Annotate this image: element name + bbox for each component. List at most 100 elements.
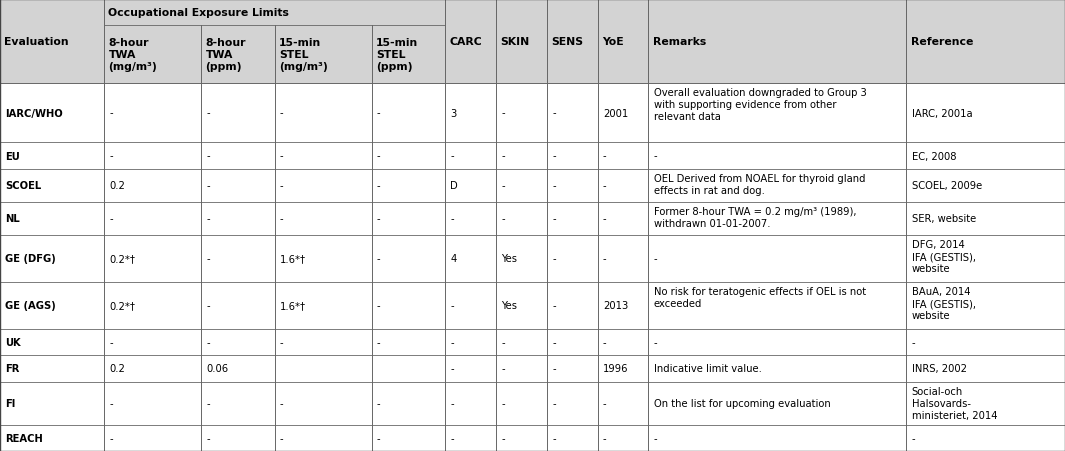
Bar [496, 425, 546, 451]
Bar [275, 282, 372, 329]
Text: -: - [450, 301, 454, 311]
Text: -: - [603, 181, 607, 191]
Text: OEL Derived from NOAEL for thyroid gland
effects in rat and dog.: OEL Derived from NOAEL for thyroid gland… [654, 174, 865, 196]
Text: -: - [552, 398, 556, 408]
Text: -: - [110, 214, 113, 224]
Bar [0, 143, 104, 170]
Bar [201, 26, 275, 83]
Bar [445, 202, 496, 235]
Text: -: - [654, 433, 657, 443]
Bar [372, 425, 445, 451]
Bar [201, 355, 275, 382]
Bar [104, 143, 201, 170]
Bar [597, 0, 649, 83]
Bar [372, 329, 445, 355]
Bar [104, 26, 201, 83]
Bar [649, 143, 906, 170]
Text: -: - [603, 151, 607, 161]
Text: -: - [377, 214, 380, 224]
Bar [372, 83, 445, 143]
Bar [201, 83, 275, 143]
Bar [546, 425, 597, 451]
Text: DFG, 2014
IFA (GESTIS),
website: DFG, 2014 IFA (GESTIS), website [912, 239, 976, 274]
Text: -: - [207, 301, 210, 311]
Bar [546, 382, 597, 425]
Text: -: - [603, 398, 607, 408]
Text: -: - [280, 214, 283, 224]
Text: -: - [377, 151, 380, 161]
Text: Reference: Reference [911, 37, 973, 47]
Bar [906, 0, 1065, 83]
Text: -: - [280, 108, 283, 118]
Bar [104, 382, 201, 425]
Text: 8-hour
TWA
(ppm): 8-hour TWA (ppm) [206, 38, 246, 72]
Text: 15-min
STEL
(ppm): 15-min STEL (ppm) [376, 38, 419, 72]
Text: -: - [552, 181, 556, 191]
Bar [0, 170, 104, 202]
Bar [275, 382, 372, 425]
Text: On the list for upcoming evaluation: On the list for upcoming evaluation [654, 398, 831, 408]
Bar [201, 235, 275, 282]
Text: Yes: Yes [502, 301, 518, 311]
Text: -: - [502, 337, 505, 347]
Bar [275, 170, 372, 202]
Bar [649, 235, 906, 282]
Bar [201, 202, 275, 235]
Text: -: - [207, 181, 210, 191]
Text: -: - [912, 433, 916, 443]
Bar [104, 170, 201, 202]
Text: Evaluation: Evaluation [4, 37, 69, 47]
Text: -: - [912, 337, 916, 347]
Bar [496, 170, 546, 202]
Text: -: - [377, 398, 380, 408]
Bar [649, 355, 906, 382]
Bar [906, 282, 1065, 329]
Text: CARC: CARC [449, 37, 482, 47]
Text: GE (AGS): GE (AGS) [5, 301, 56, 311]
Bar [906, 202, 1065, 235]
Bar [597, 143, 649, 170]
Text: -: - [110, 433, 113, 443]
Bar [372, 382, 445, 425]
Text: -: - [552, 108, 556, 118]
Text: -: - [207, 433, 210, 443]
Text: Indicative limit value.: Indicative limit value. [654, 364, 761, 373]
Bar [445, 329, 496, 355]
Bar [445, 235, 496, 282]
Text: -: - [552, 253, 556, 263]
Bar [546, 355, 597, 382]
Bar [104, 425, 201, 451]
Text: 2013: 2013 [603, 301, 628, 311]
Text: Former 8-hour TWA = 0.2 mg/m³ (1989),
withdrawn 01-01-2007.: Former 8-hour TWA = 0.2 mg/m³ (1989), wi… [654, 207, 856, 229]
Text: -: - [110, 337, 113, 347]
Text: -: - [552, 151, 556, 161]
Text: -: - [377, 433, 380, 443]
Bar [0, 0, 104, 83]
Text: 0.2: 0.2 [110, 364, 126, 373]
Text: SCOEL: SCOEL [5, 181, 42, 191]
Text: -: - [450, 214, 454, 224]
Bar [649, 329, 906, 355]
Text: -: - [603, 253, 607, 263]
Bar [649, 282, 906, 329]
Bar [372, 355, 445, 382]
Text: -: - [207, 337, 210, 347]
Bar [104, 329, 201, 355]
Bar [906, 382, 1065, 425]
Text: 1.6*†: 1.6*† [280, 253, 306, 263]
Bar [546, 202, 597, 235]
Text: SCOEL, 2009e: SCOEL, 2009e [912, 181, 982, 191]
Bar [275, 425, 372, 451]
Text: -: - [280, 337, 283, 347]
Bar [275, 202, 372, 235]
Text: 2001: 2001 [603, 108, 628, 118]
Text: -: - [280, 181, 283, 191]
Text: 3: 3 [450, 108, 457, 118]
Bar [201, 143, 275, 170]
Text: D: D [450, 181, 458, 191]
Text: IARC, 2001a: IARC, 2001a [912, 108, 972, 118]
Text: -: - [377, 181, 380, 191]
Text: -: - [450, 398, 454, 408]
Bar [496, 143, 546, 170]
Text: BAuA, 2014
IFA (GESTIS),
website: BAuA, 2014 IFA (GESTIS), website [912, 287, 976, 321]
